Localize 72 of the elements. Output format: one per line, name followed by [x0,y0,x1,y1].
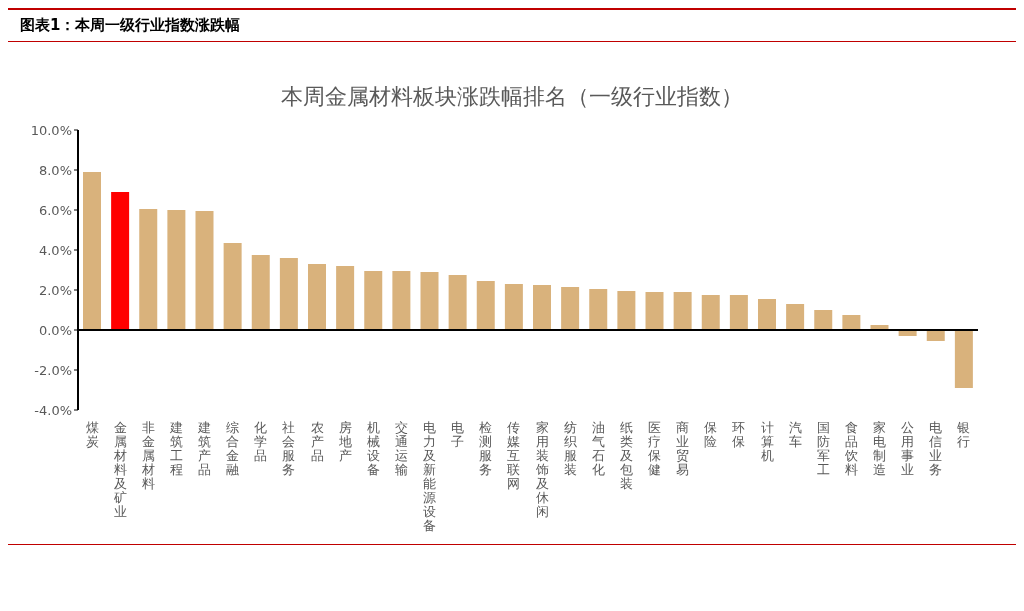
x-tick-label: 综合金融 [226,420,240,477]
bar [111,192,130,330]
x-tick-label: 电子 [451,420,465,449]
bar [139,209,158,330]
y-tick-label: 0.0% [38,322,72,338]
bar [617,291,636,330]
bar [476,281,495,330]
x-tick-label: 医疗保健 [648,420,662,477]
bar [814,310,833,330]
chart-title: 图表1：本周一级行业指数涨跌幅 [8,8,1016,42]
y-tick-label: 6.0% [38,202,72,218]
chart-subtitle: 本周金属材料板块涨跌幅排名（一级行业指数） [280,83,744,111]
x-tick-label: 建筑产品 [197,420,212,477]
x-tick-label: 纸类及包装 [619,420,633,491]
x-tick-label: 国防军工 [816,420,830,477]
bar [786,304,805,330]
bar [561,287,580,330]
bar [195,211,214,330]
x-tick-label: 交通运输 [394,420,408,477]
bar [533,285,551,330]
x-tick-label: 金属材料及矿业 [112,420,127,519]
x-tick-label: 农产品 [310,420,324,463]
y-tick-label: -2.0% [34,362,72,378]
bar [954,330,973,388]
x-tick-label: 公用事业 [901,420,915,477]
x-tick-label: 检测服务 [479,420,493,477]
x-tick-label: 纺织服装 [563,420,577,477]
y-tick-label: 4.0% [38,242,72,258]
bar [279,258,298,330]
x-tick-label: 煤炭 [85,420,99,449]
x-tick-label: 保险 [704,420,718,449]
x-tick-label: 环保 [732,420,746,449]
x-tick-label: 电力及新能源设备 [423,420,437,533]
x-tick-label: 油气石化 [591,420,605,477]
bar [83,172,101,330]
bar [167,210,186,330]
bar [223,243,242,330]
x-tick-label: 建筑工程 [168,420,183,477]
bar [729,295,748,330]
x-tick-label: 食品饮料 [843,420,858,477]
bar [842,315,861,330]
x-tick-label: 商业贸易 [676,420,690,477]
bar [364,271,383,330]
y-tick-label: -4.0% [34,402,72,418]
bar [504,284,523,330]
bar [589,289,608,330]
x-tick-label: 电信业务 [929,420,943,477]
x-tick-label: 汽车 [788,420,802,449]
bar [673,292,692,330]
y-tick-label: 10.0% [30,122,72,138]
bar [448,275,467,330]
bar [251,255,270,330]
y-tick-label: 2.0% [38,282,72,298]
bar [758,299,776,330]
x-tick-label: 计算机 [760,420,774,463]
y-tick-label: 8.0% [38,162,72,178]
x-tick-label: 机械设备 [366,420,380,477]
x-tick-label: 银行 [956,420,971,449]
x-tick-label: 社会服务 [282,420,296,477]
bar [926,330,945,341]
x-tick-label: 家电制造 [873,420,887,477]
bar [308,264,326,330]
x-tick-label: 家用装饰及休闲 [534,420,549,519]
x-tick-label: 化学品 [254,420,268,463]
bar [645,292,664,330]
bar [701,295,720,330]
x-tick-label: 传媒互联网 [507,420,521,491]
bar [420,272,439,330]
bar [392,271,411,330]
x-tick-label: 房地产 [337,420,352,463]
x-tick-label: 非金属材料 [140,420,155,491]
bar [336,266,355,330]
